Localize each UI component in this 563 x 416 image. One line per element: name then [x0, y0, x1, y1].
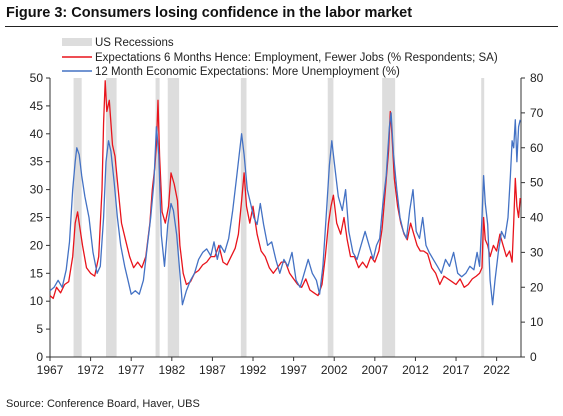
recession-band — [167, 78, 180, 357]
x-tick-label: 2017 — [443, 363, 470, 377]
legend-label-recessions: US Recessions — [95, 37, 174, 49]
right-tick-label: 40 — [530, 211, 544, 225]
source-note: Source: Conference Board, Haver, UBS — [6, 398, 200, 410]
figure-title: Figure 3: Consumers losing confidence in… — [6, 5, 413, 21]
left-tick-label: 25 — [30, 211, 44, 225]
left-tick-label: 0 — [36, 350, 43, 364]
legend-label-unemployment: 12 Month Economic Expectations: More Une… — [95, 66, 400, 78]
left-tick-label: 15 — [30, 266, 44, 280]
series-line-employment — [49, 80, 521, 300]
left-tick-label: 20 — [30, 238, 44, 252]
x-tick-label: 2007 — [361, 363, 388, 377]
recession-band — [327, 78, 334, 357]
legend: US Recessions Expectations 6 Months Henc… — [62, 37, 498, 78]
legend-label-employment: Expectations 6 Months Hence: Employment,… — [95, 52, 498, 64]
left-tick-label: 45 — [30, 99, 44, 113]
left-tick-label: 50 — [30, 71, 44, 85]
x-tick-label: 1977 — [118, 363, 145, 377]
x-tick-label: 1972 — [77, 363, 104, 377]
recession-bands — [73, 78, 485, 357]
x-tick-label: 2002 — [321, 363, 348, 377]
right-tick-label: 50 — [530, 176, 544, 190]
left-tick-label: 30 — [30, 183, 44, 197]
recession-band — [73, 78, 82, 357]
right-tick-label: 60 — [530, 141, 544, 155]
left-tick-label: 40 — [30, 127, 44, 141]
x-tick-label: 2022 — [483, 363, 510, 377]
recession-band — [382, 78, 396, 357]
recession-band — [240, 78, 247, 357]
x-tick-label: 1987 — [199, 363, 226, 377]
recession-band — [155, 78, 160, 357]
x-tick-label: 2012 — [402, 363, 429, 377]
recession-band — [106, 78, 117, 357]
right-tick-label: 70 — [530, 106, 544, 120]
right-tick-label: 0 — [530, 350, 537, 364]
right-tick-label: 80 — [530, 71, 544, 85]
right-tick-label: 20 — [530, 280, 544, 294]
legend-swatch-recessions — [62, 38, 92, 46]
x-tick-label: 1967 — [37, 363, 64, 377]
x-tick-label: 1982 — [158, 363, 185, 377]
title-divider — [5, 26, 558, 27]
left-tick-label: 35 — [30, 155, 44, 169]
recession-band — [481, 78, 485, 357]
ticks: 0 5 10 15 20 25 30 35 40 45 50 0 10 20 30 40 50 60 70 80 196… — [30, 71, 544, 377]
series-line-unemployment — [49, 112, 521, 306]
x-tick-label: 1992 — [240, 363, 267, 377]
series-lines — [49, 80, 521, 306]
x-tick-label: 1997 — [280, 363, 307, 377]
left-tick-label: 5 — [36, 322, 43, 336]
left-tick-label: 10 — [30, 294, 44, 308]
right-tick-label: 30 — [530, 245, 544, 259]
right-tick-label: 10 — [530, 315, 544, 329]
